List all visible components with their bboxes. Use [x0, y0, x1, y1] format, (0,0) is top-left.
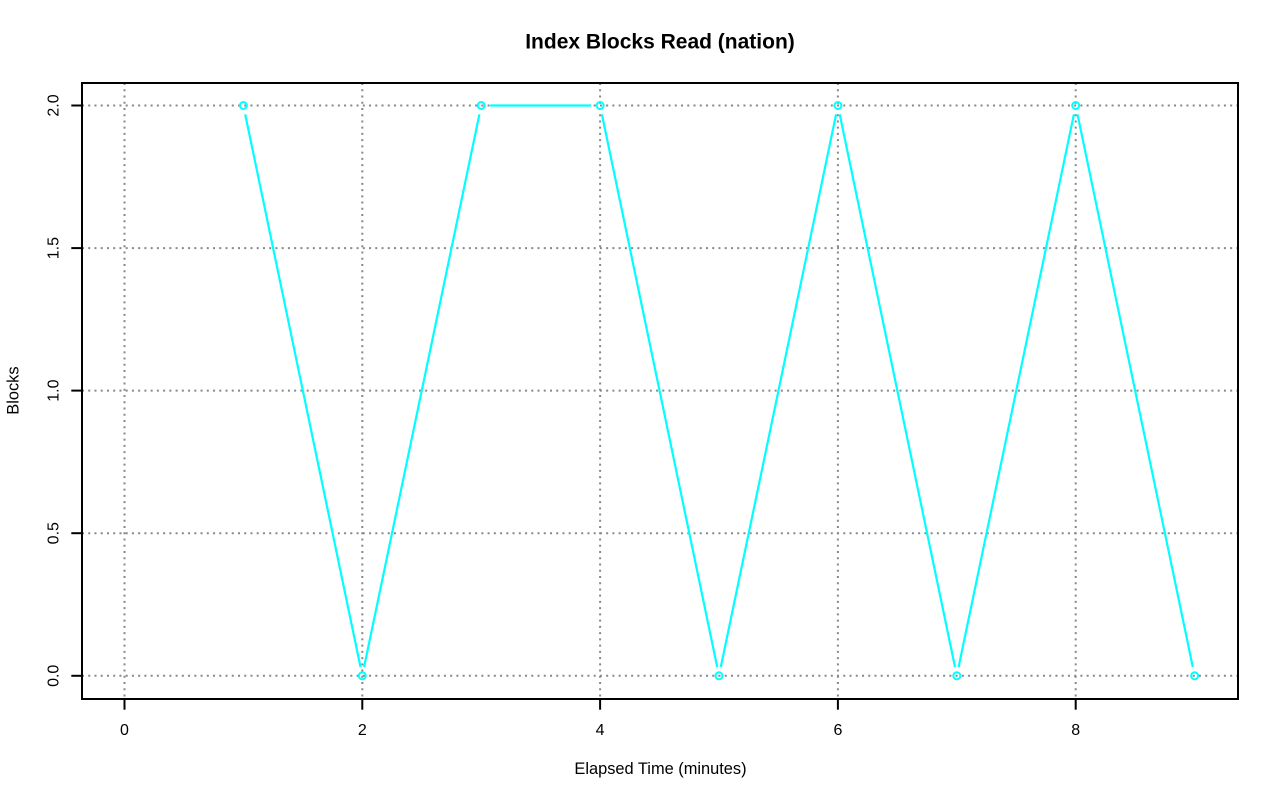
svg-text:Elapsed Time (minutes): Elapsed Time (minutes) [574, 760, 746, 778]
svg-text:8: 8 [1071, 722, 1080, 739]
svg-text:0: 0 [120, 722, 129, 739]
svg-text:0.5: 0.5 [46, 522, 63, 544]
svg-text:1.5: 1.5 [46, 237, 63, 259]
svg-text:1.0: 1.0 [46, 379, 63, 401]
svg-text:6: 6 [833, 722, 842, 739]
svg-text:4: 4 [596, 722, 605, 739]
svg-text:Index Blocks Read (nation): Index Blocks Read (nation) [525, 31, 795, 54]
svg-text:2.0: 2.0 [46, 94, 63, 116]
svg-text:0.0: 0.0 [46, 665, 63, 687]
svg-text:2: 2 [358, 722, 367, 739]
svg-text:Blocks: Blocks [5, 366, 23, 414]
